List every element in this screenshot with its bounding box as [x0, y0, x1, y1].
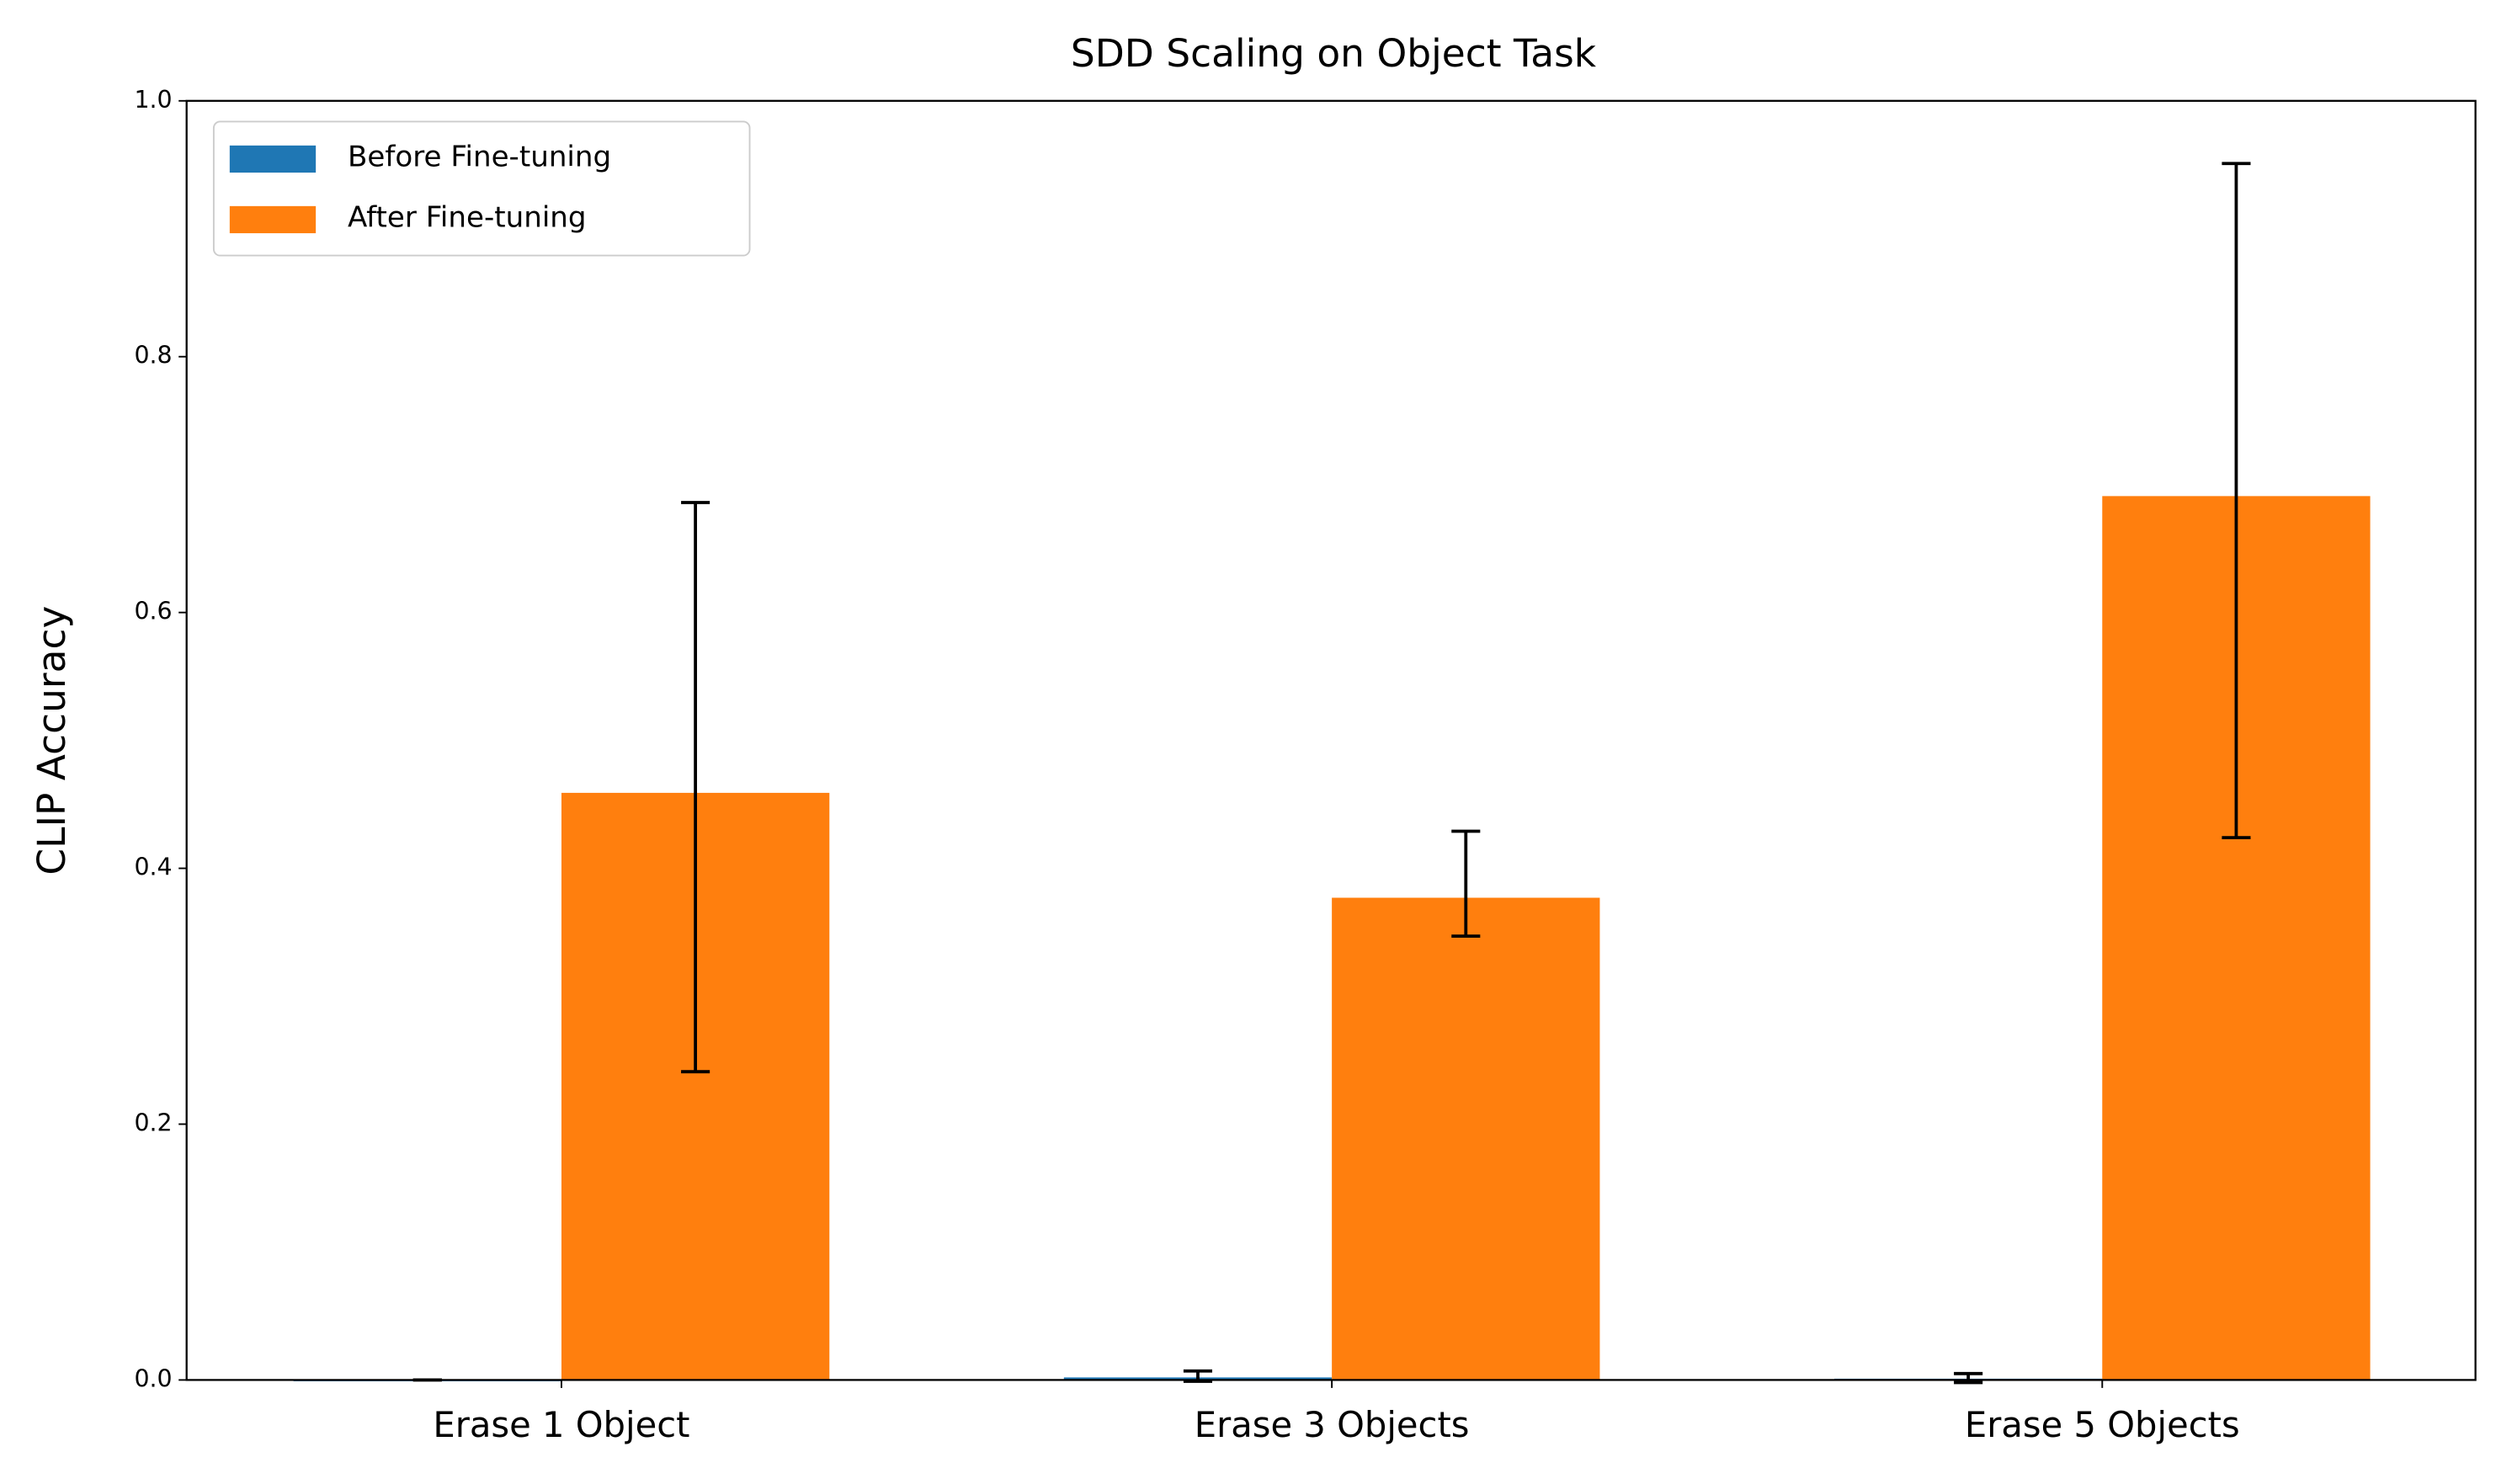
- error-bar: [1954, 1371, 1983, 1385]
- y-tick-label: 0.8: [134, 342, 172, 370]
- y-tick-label: 0.4: [134, 854, 172, 881]
- plot-frame: [185, 99, 2477, 1381]
- x-tick-label: Erase 5 Objects: [1965, 1404, 2240, 1445]
- y-tick-label: 0.6: [134, 598, 172, 625]
- chart-title: SDD Scaling on Object Task: [1071, 31, 1597, 76]
- legend: Before Fine-tuning After Fine-tuning: [212, 120, 751, 257]
- error-bar: [1451, 829, 1481, 938]
- legend-label: After Fine-tuning: [348, 201, 587, 235]
- y-tick-label: 0.2: [134, 1109, 172, 1136]
- legend-frame: [212, 120, 751, 257]
- y-tick-label: 1.0: [134, 86, 172, 114]
- legend-swatch: [229, 145, 317, 173]
- y-tick-label: 0.0: [134, 1364, 172, 1392]
- legend-swatch: [229, 205, 317, 234]
- error-bar: [2222, 162, 2251, 839]
- x-tick-label: Erase 3 Objects: [1195, 1404, 1470, 1445]
- bar: [1332, 897, 1600, 1380]
- error-bar: [681, 501, 710, 1074]
- y-axis-label: CLIP Accuracy: [29, 606, 74, 875]
- legend-label: Before Fine-tuning: [348, 141, 611, 174]
- x-tick-label: Erase 1 Object: [433, 1404, 689, 1445]
